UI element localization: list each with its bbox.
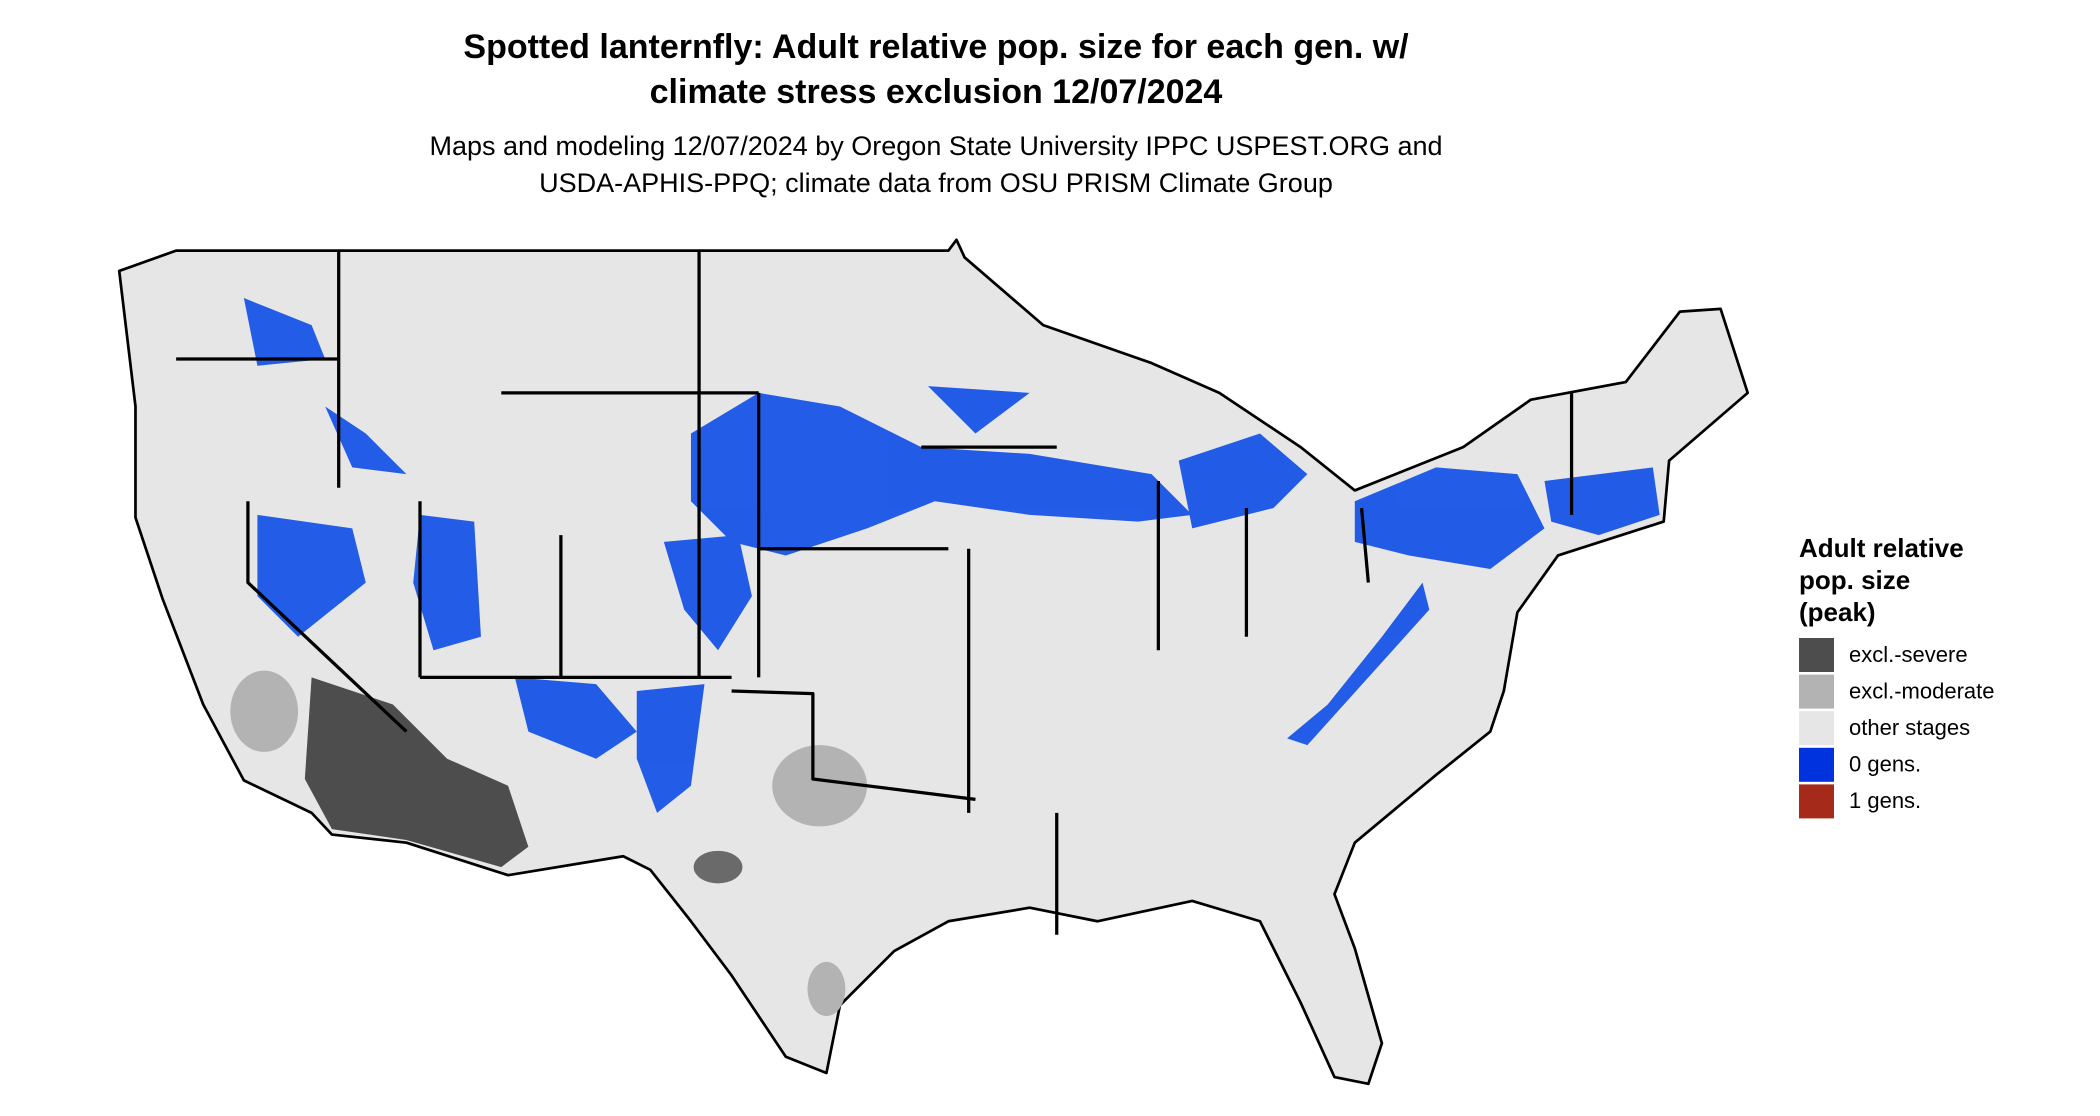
moderate-exclusion bbox=[693, 850, 743, 884]
legend-label: excl.-moderate bbox=[1849, 678, 1995, 703]
title-line: climate stress exclusion 12/07/2024 bbox=[650, 73, 1223, 111]
us-map bbox=[117, 238, 1750, 1086]
legend: Adult relative pop. size (peak) excl.-se… bbox=[1799, 533, 1995, 819]
state-border bbox=[176, 250, 1574, 935]
legend-swatch bbox=[1799, 711, 1834, 746]
legend-title: pop. size bbox=[1799, 565, 1910, 595]
legend-label: other stages bbox=[1849, 715, 1970, 740]
us-outline bbox=[117, 238, 1750, 1086]
subtitle-line: USDA-APHIS-PPQ; climate data from OSU PR… bbox=[539, 168, 1333, 198]
legend-swatch bbox=[1799, 784, 1834, 819]
severe-exclusion bbox=[304, 677, 529, 868]
title-line: Spotted lanternfly: Adult relative pop. … bbox=[463, 28, 1409, 66]
moderate-exclusion bbox=[807, 961, 846, 1017]
legend-swatch bbox=[1799, 638, 1834, 672]
legend-title: Adult relative bbox=[1799, 533, 1964, 563]
legend-label: excl.-severe bbox=[1849, 642, 1968, 667]
subtitle-line: Maps and modeling 12/07/2024 by Oregon S… bbox=[429, 131, 1442, 161]
legend-label: 1 gens. bbox=[1849, 788, 1921, 813]
legend-swatch bbox=[1799, 747, 1834, 782]
moderate-exclusion bbox=[230, 670, 299, 752]
zero-gen-areas bbox=[243, 298, 1660, 813]
legend-swatch bbox=[1799, 674, 1834, 709]
moderate-exclusion bbox=[772, 745, 868, 827]
legend-title: (peak) bbox=[1799, 597, 1876, 627]
legend-label: 0 gens. bbox=[1849, 752, 1921, 777]
